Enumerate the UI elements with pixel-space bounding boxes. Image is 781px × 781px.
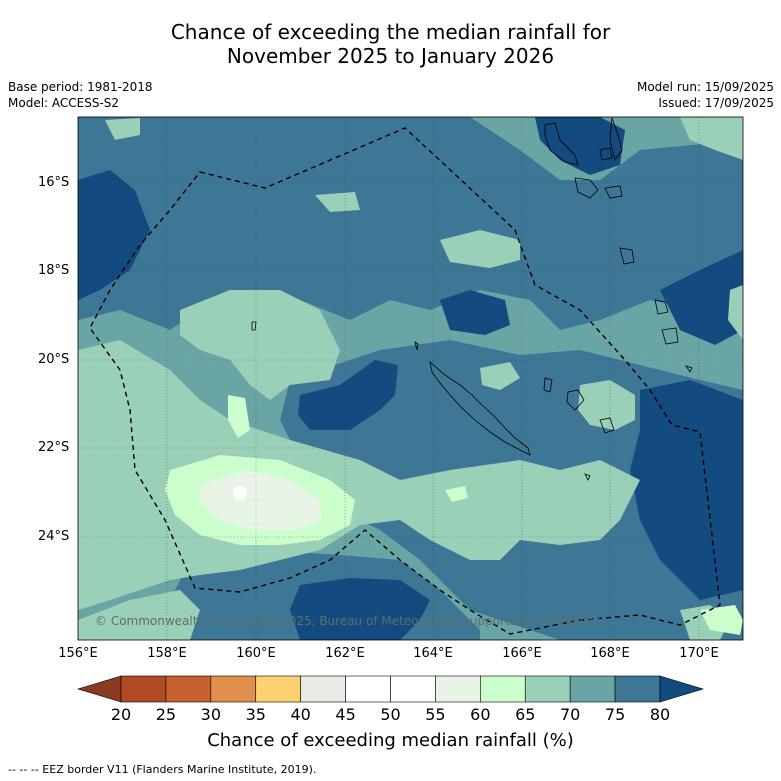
- colorbar-bin-45-50: [345, 675, 391, 703]
- issued-date: Issued: 17/09/2025: [658, 96, 774, 110]
- colorbar-tick-65: 65: [515, 705, 536, 724]
- colorbar-bin-50-55: [390, 675, 436, 703]
- model-run: Model run: 15/09/2025: [636, 80, 774, 94]
- colorbar-bin-20-25: [120, 675, 167, 703]
- colorbar-title: Chance of exceeding median rainfall (%): [207, 730, 574, 751]
- colorbar-tick-30: 30: [200, 705, 222, 724]
- lat-label-20s: 20°S: [38, 352, 70, 367]
- colorbar-bin-55-60: [435, 675, 481, 703]
- graticule: [78, 117, 743, 640]
- colorbar-bin-75-80: [614, 675, 661, 703]
- loyalty-islands-coast: [543, 377, 615, 434]
- map-frame: [77, 116, 744, 641]
- colorbar-tick-20: 20: [110, 705, 132, 724]
- colorbar-tick-50: 50: [380, 705, 401, 724]
- lon-label-160e: 160°E: [236, 646, 276, 661]
- colorbar-tick-55: 55: [425, 705, 446, 724]
- colorbar: [76, 675, 705, 703]
- colorbar-tick-25: 25: [155, 705, 177, 724]
- colorbar-tick-60: 60: [470, 705, 491, 724]
- colorbar-bin-30-35: [210, 675, 257, 703]
- lon-label-156e: 156°E: [58, 646, 98, 661]
- lon-label-164e: 164°E: [413, 646, 453, 661]
- base-period: Base period: 1981-2018: [8, 80, 153, 94]
- lon-label-166e: 166°E: [502, 646, 542, 661]
- lat-label-18s: 18°S: [38, 263, 70, 278]
- colorbar-bin-60-65: [480, 675, 526, 703]
- colorbar-bin-40-45: [300, 675, 346, 703]
- lat-label-24s: 24°S: [38, 529, 70, 544]
- lon-label-162e: 162°E: [325, 646, 365, 661]
- lon-label-170e: 170°E: [679, 646, 719, 661]
- colorbar-extend-high: [659, 675, 705, 703]
- colorbar-bin-35-40: [255, 675, 301, 703]
- eez-border: [89, 127, 721, 635]
- colorbar-bin-70-75: [569, 675, 616, 703]
- title-line-2: November 2025 to January 2026: [226, 44, 555, 68]
- colorbar-bin-25-30: [165, 675, 212, 703]
- new-caledonia-coast: [429, 360, 531, 456]
- copyright-notice: © Commonwealth of Australia 2025, Bureau…: [95, 614, 601, 628]
- colorbar-tick-75: 75: [604, 705, 626, 724]
- lon-label-158e: 158°E: [147, 646, 187, 661]
- rainfall-contours: [78, 117, 743, 640]
- eez-legend-note: -- -- -- EEZ border V11 (Flanders Marine…: [8, 763, 317, 776]
- lat-label-22s: 22°S: [38, 440, 70, 455]
- small-islands-coast: [251, 321, 591, 481]
- vanuatu-coast: [544, 117, 693, 373]
- coastlines: [251, 117, 693, 481]
- colorbar-tick-70: 70: [559, 705, 581, 724]
- colorbar-extend-low: [76, 675, 122, 703]
- colorbar-tick-45: 45: [335, 705, 356, 724]
- colorbar-tick-80: 80: [649, 705, 671, 724]
- title-line-1: Chance of exceeding the median rainfall …: [170, 20, 611, 44]
- colorbar-tick-35: 35: [245, 705, 266, 724]
- colorbar-tick-40: 40: [290, 705, 311, 724]
- colorbar-bin-65-70: [524, 675, 571, 703]
- model-name: Model: ACCESS-S2: [8, 96, 120, 110]
- lat-label-16s: 16°S: [38, 175, 70, 190]
- lon-label-168e: 168°E: [590, 646, 630, 661]
